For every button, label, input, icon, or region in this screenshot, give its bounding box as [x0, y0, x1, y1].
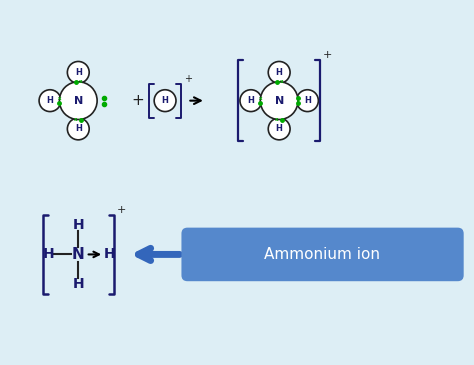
Text: x: x [79, 79, 82, 84]
Text: H: H [43, 247, 55, 261]
Text: x: x [58, 96, 61, 101]
FancyBboxPatch shape [182, 228, 464, 281]
Text: +: + [117, 205, 127, 215]
Circle shape [268, 61, 290, 83]
Text: H: H [75, 68, 82, 77]
Text: H: H [73, 277, 84, 291]
Text: x: x [258, 96, 262, 101]
Text: H: H [46, 96, 54, 105]
Text: H: H [104, 247, 116, 261]
Text: x: x [74, 117, 78, 122]
Text: H: H [162, 96, 169, 105]
Text: H: H [75, 124, 82, 134]
Text: N: N [73, 96, 83, 105]
Text: x: x [275, 117, 278, 122]
Text: H: H [276, 68, 283, 77]
Circle shape [268, 118, 290, 140]
Text: Ammonium ion: Ammonium ion [264, 247, 380, 262]
Text: H: H [247, 96, 255, 105]
Circle shape [240, 90, 262, 112]
Text: H: H [276, 124, 283, 134]
Text: +: + [184, 74, 192, 84]
Text: +: + [323, 50, 332, 60]
Circle shape [154, 90, 176, 112]
Text: N: N [274, 96, 284, 105]
Text: H: H [304, 96, 311, 105]
Circle shape [67, 118, 89, 140]
Text: H: H [73, 218, 84, 232]
Circle shape [39, 90, 61, 112]
Circle shape [59, 82, 97, 119]
Text: +: + [131, 93, 144, 108]
Circle shape [260, 82, 298, 119]
Circle shape [67, 61, 89, 83]
Text: x: x [280, 79, 283, 84]
Circle shape [297, 90, 319, 112]
Text: N: N [72, 247, 85, 262]
